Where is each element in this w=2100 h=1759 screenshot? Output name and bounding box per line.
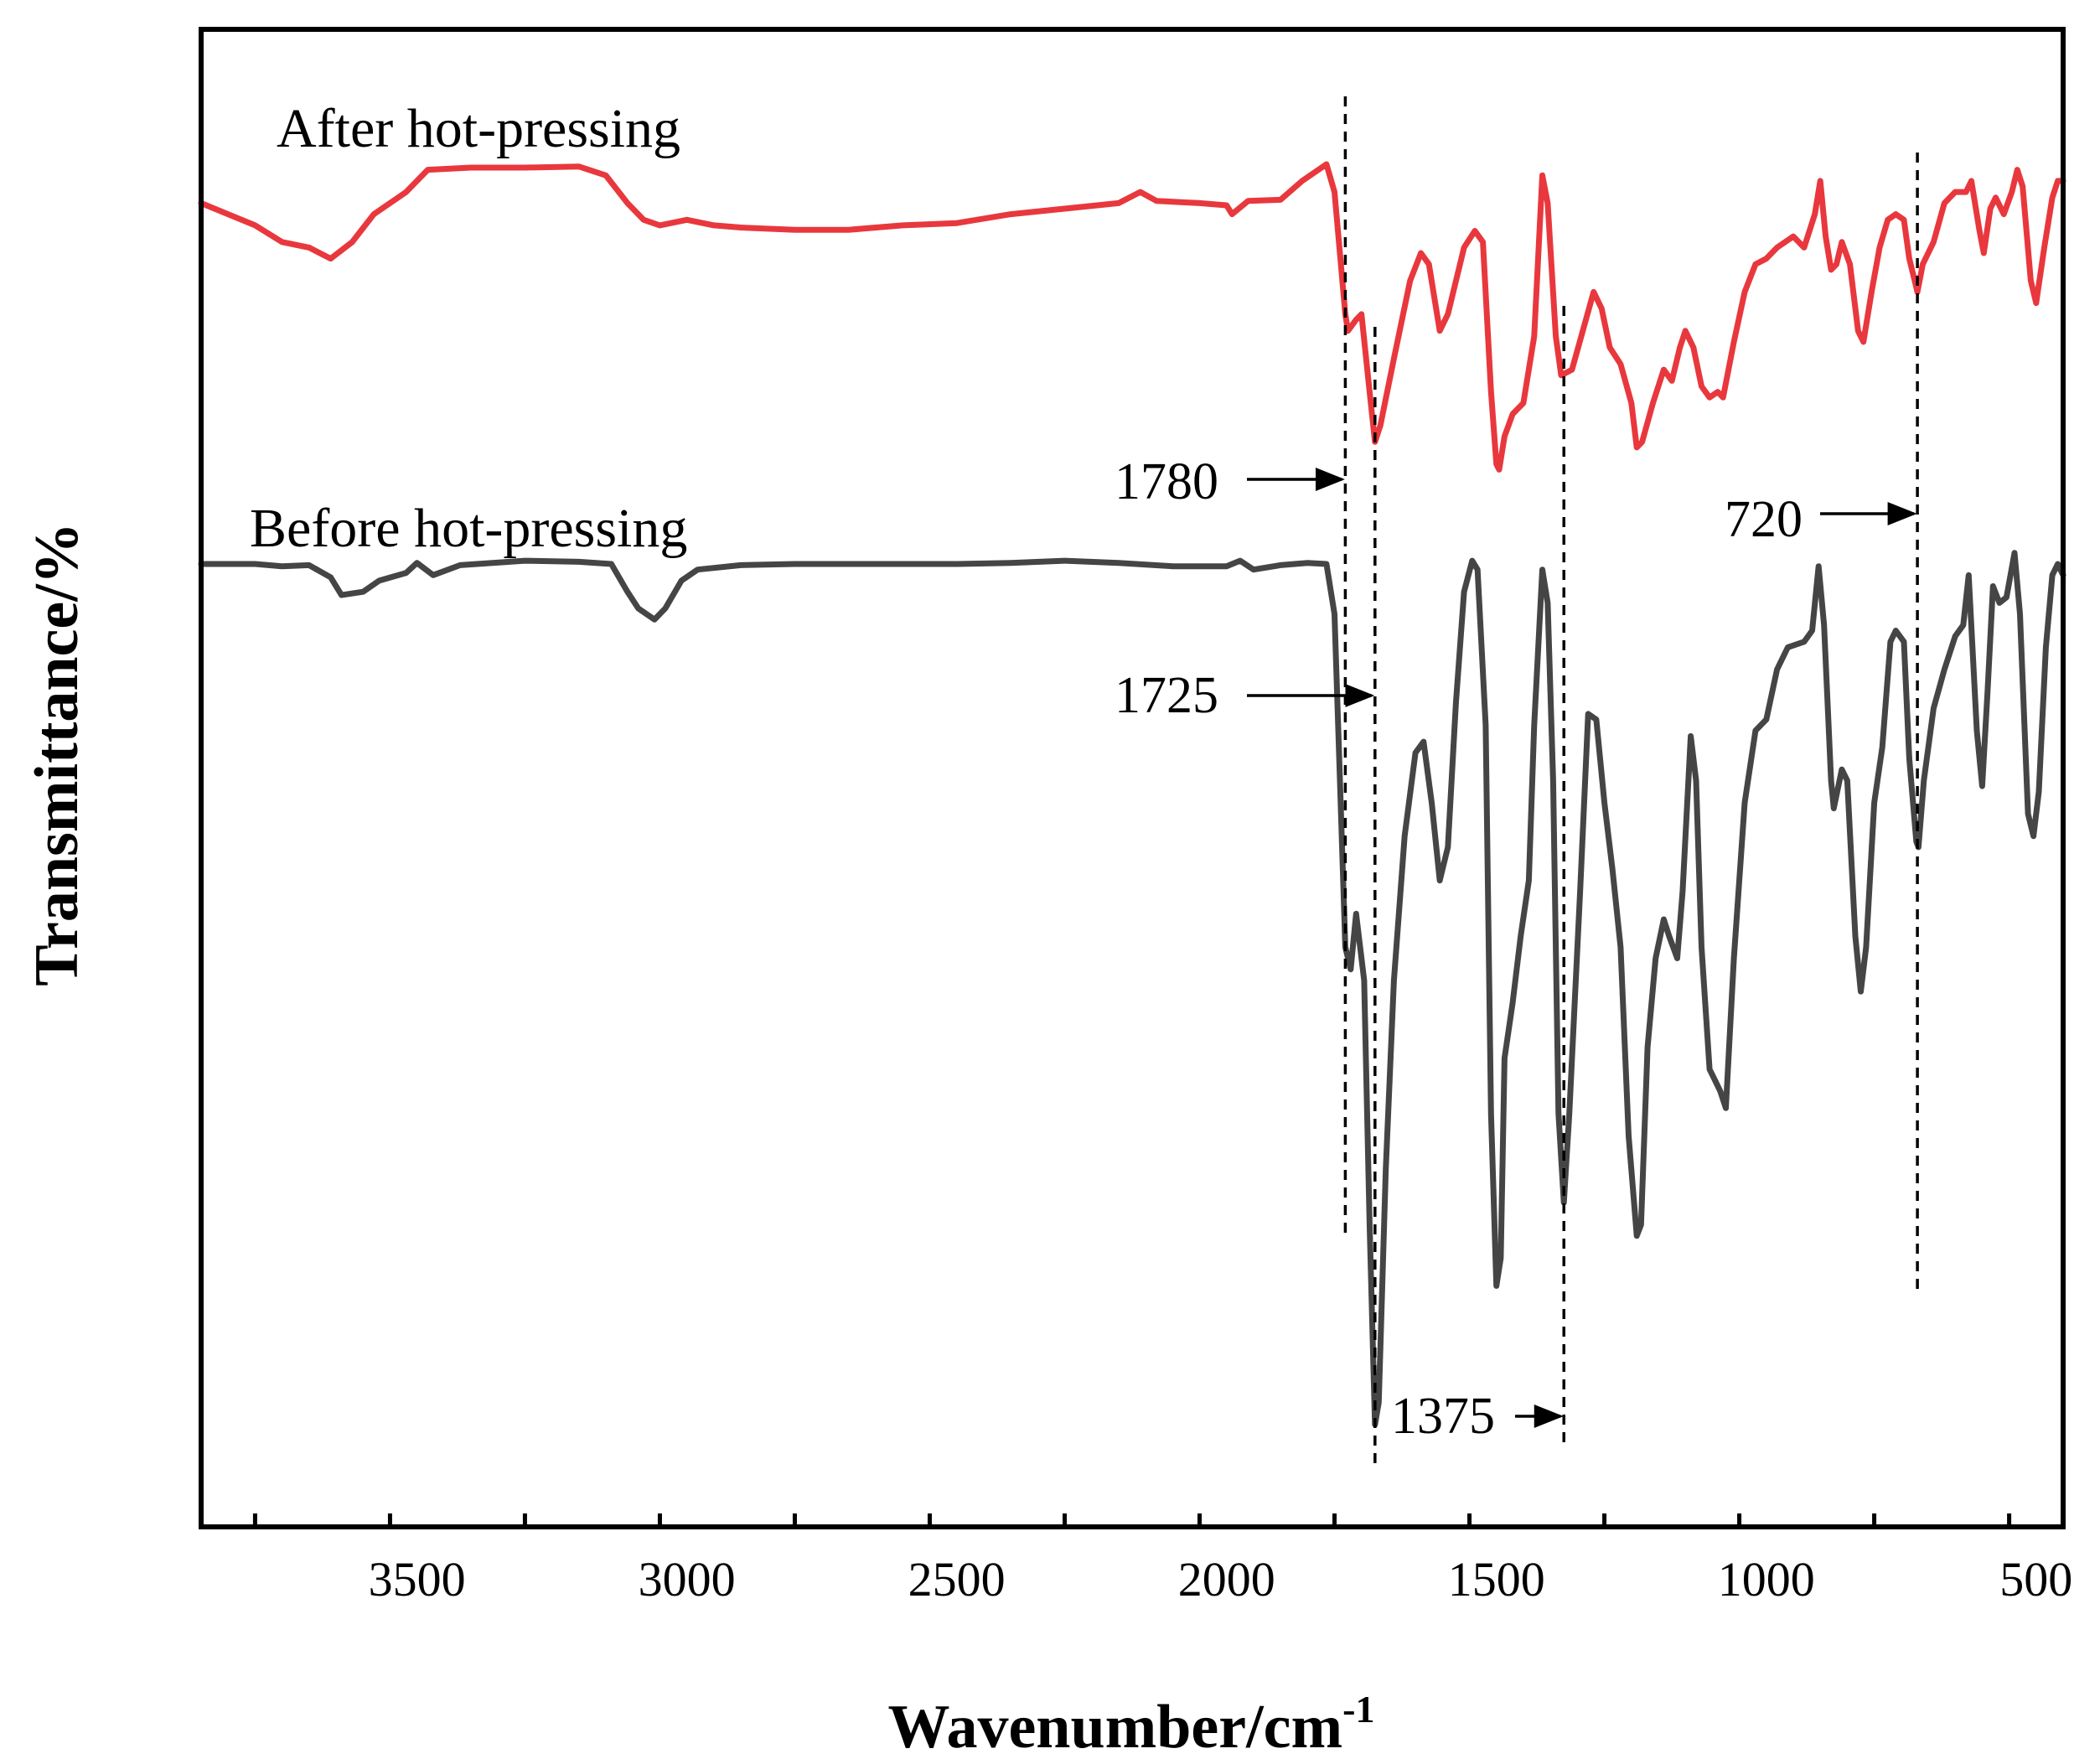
annotation-label-1375: 1375 (1391, 1388, 1495, 1445)
series-label-after: After hot-pressing (277, 98, 680, 159)
annotation-label-720: 720 (1725, 491, 1803, 548)
series-group (198, 161, 2066, 1428)
series-line-before (198, 550, 2066, 1428)
x-tick-label: 1000 (1718, 1552, 1815, 1606)
annotation-group: 1780 1725 1375 720 (1115, 96, 1919, 1467)
annotation-label-1725: 1725 (1115, 667, 1218, 724)
x-tick-label: 1500 (1448, 1552, 1545, 1606)
x-axis-title-main: Wavenumber/cm (888, 1693, 1343, 1759)
series-label-before: Before hot-pressing (250, 498, 687, 559)
series-line-after (198, 161, 2066, 473)
x-axis: 3500 3000 2500 2000 1500 1000 500 (252, 1513, 2072, 1606)
x-tick-label: 2500 (908, 1552, 1006, 1606)
x-tick-label: 500 (1999, 1552, 2072, 1606)
plot-frame (199, 27, 2066, 1529)
annotation-label-1780: 1780 (1115, 453, 1218, 510)
x-tick-label: 3500 (369, 1552, 466, 1606)
x-axis-title: Wavenumber/cm-1 (888, 1688, 1375, 1759)
x-tick-label: 2000 (1178, 1552, 1275, 1606)
y-axis-title: Transmittance/% (23, 522, 91, 986)
x-axis-title-superscript: -1 (1342, 1688, 1374, 1731)
x-tick-label: 3000 (639, 1552, 736, 1606)
